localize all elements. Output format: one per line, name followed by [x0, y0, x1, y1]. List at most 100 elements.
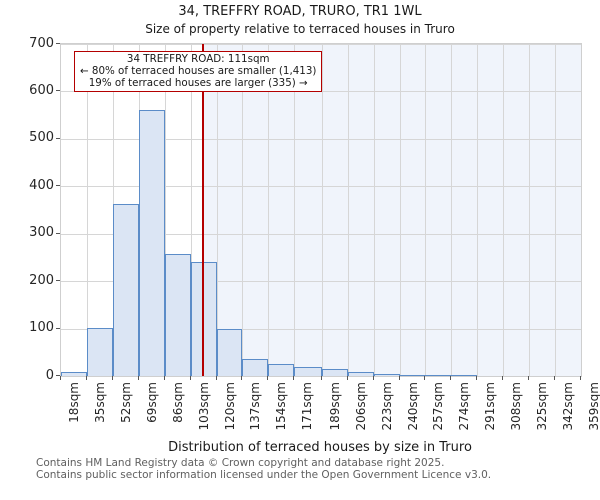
larger-region-shade — [202, 44, 581, 376]
x-gridline — [164, 44, 166, 376]
x-tick-label: 223sqm — [379, 382, 394, 431]
x-tick-mark — [137, 376, 139, 380]
x-tick-label: 171sqm — [300, 382, 315, 431]
x-tick-mark — [293, 376, 295, 380]
x-tick-label: 257sqm — [431, 382, 446, 431]
x-gridline — [529, 44, 531, 376]
x-tick-label: 206sqm — [353, 382, 368, 431]
x-tick-label: 103sqm — [196, 382, 211, 431]
y-tick-label: 300 — [29, 225, 54, 241]
y-tick-mark — [56, 185, 60, 187]
x-tick-mark — [502, 376, 504, 380]
x-gridline — [242, 44, 244, 376]
y-tick-label: 700 — [29, 35, 54, 51]
x-gridline — [373, 44, 375, 376]
y-gridline — [61, 281, 581, 283]
x-tick-mark — [111, 376, 113, 380]
x-tick-label: 189sqm — [327, 382, 342, 431]
histogram-bar — [138, 109, 165, 376]
x-gridline — [477, 44, 479, 376]
annotation-line-3: 19% of terraced houses are larger (335) … — [88, 76, 308, 89]
x-gridline — [294, 44, 296, 376]
y-tick-label: 100 — [29, 320, 54, 336]
x-tick-mark — [320, 376, 322, 380]
y-tick-label: 200 — [29, 272, 54, 288]
x-tick-mark — [215, 376, 217, 380]
histogram-bar — [268, 364, 295, 376]
y-tick-mark — [56, 232, 60, 234]
x-tick-mark — [85, 376, 87, 380]
y-tick-label: 400 — [29, 177, 54, 193]
y-gridline — [61, 186, 581, 188]
footer-attribution-2: Contains public sector information licen… — [36, 469, 492, 481]
histogram-bar — [294, 366, 322, 376]
x-tick-label: 137sqm — [248, 382, 263, 431]
y-gridline — [61, 138, 581, 140]
plot-area — [60, 43, 582, 377]
histogram-bar — [451, 375, 478, 376]
y-tick-mark — [56, 280, 60, 282]
x-gridline — [321, 44, 323, 376]
y-tick-label: 500 — [29, 130, 54, 146]
x-tick-mark — [424, 376, 426, 380]
x-tick-label: 18sqm — [67, 382, 81, 423]
histogram-bar — [216, 329, 243, 376]
histogram-bar — [61, 372, 87, 376]
x-tick-mark — [554, 376, 556, 380]
x-gridline — [347, 44, 349, 376]
x-tick-label: 69sqm — [144, 382, 159, 423]
x-tick-mark — [241, 376, 243, 380]
x-gridline — [86, 44, 88, 376]
histogram-bar — [86, 328, 113, 376]
chart-subtitle: Size of property relative to terraced ho… — [145, 22, 455, 36]
x-axis-title: Distribution of terraced houses by size … — [168, 440, 472, 455]
x-tick-mark — [163, 376, 165, 380]
y-tick-mark — [56, 137, 60, 139]
x-gridline — [399, 44, 401, 376]
x-tick-mark — [189, 376, 191, 380]
y-gridline — [61, 233, 581, 235]
x-tick-label: 291sqm — [483, 382, 498, 431]
x-tick-label: 359sqm — [587, 382, 600, 431]
y-gridline — [61, 44, 581, 45]
x-tick-label: 52sqm — [118, 382, 133, 423]
x-tick-mark — [450, 376, 452, 380]
x-gridline — [425, 44, 427, 376]
histogram-bar — [164, 253, 191, 376]
histogram-bar — [399, 375, 426, 376]
x-tick-label: 274sqm — [457, 382, 472, 431]
x-gridline — [190, 44, 192, 376]
histogram-bar — [321, 369, 348, 376]
y-tick-mark — [56, 327, 60, 329]
histogram-bar — [373, 373, 400, 376]
annotation-line-1: 34 TREFFRY ROAD: 111sqm — [126, 53, 270, 65]
x-tick-label: 240sqm — [405, 382, 420, 431]
histogram-bar — [425, 375, 452, 376]
x-tick-label: 325sqm — [535, 382, 550, 431]
x-tick-mark — [398, 376, 400, 380]
x-gridline — [503, 44, 505, 376]
x-tick-label: 342sqm — [561, 382, 576, 431]
x-tick-mark — [580, 376, 581, 380]
x-tick-mark — [346, 376, 348, 380]
x-tick-label: 308sqm — [509, 382, 524, 431]
y-tick-label: 600 — [29, 82, 54, 98]
x-tick-mark — [476, 376, 478, 380]
property-size-marker-line — [201, 44, 204, 376]
histogram-bar — [112, 203, 139, 376]
x-tick-mark — [528, 376, 530, 380]
x-tick-label: 35sqm — [92, 382, 107, 423]
annotation-box: 34 TREFFRY ROAD: 111sqm ← 80% of terrace… — [74, 51, 323, 93]
footer-attribution-1: Contains HM Land Registry data © Crown c… — [36, 457, 445, 469]
histogram-bar — [347, 371, 374, 376]
x-tick-mark — [372, 376, 374, 380]
histogram-bar — [242, 358, 269, 376]
y-tick-mark — [56, 43, 60, 44]
y-tick-mark — [56, 90, 60, 92]
x-gridline — [451, 44, 453, 376]
x-tick-label: 154sqm — [274, 382, 289, 431]
x-tick-label: 86sqm — [170, 382, 185, 423]
x-gridline — [555, 44, 557, 376]
x-tick-mark — [60, 376, 61, 380]
x-gridline — [216, 44, 218, 376]
